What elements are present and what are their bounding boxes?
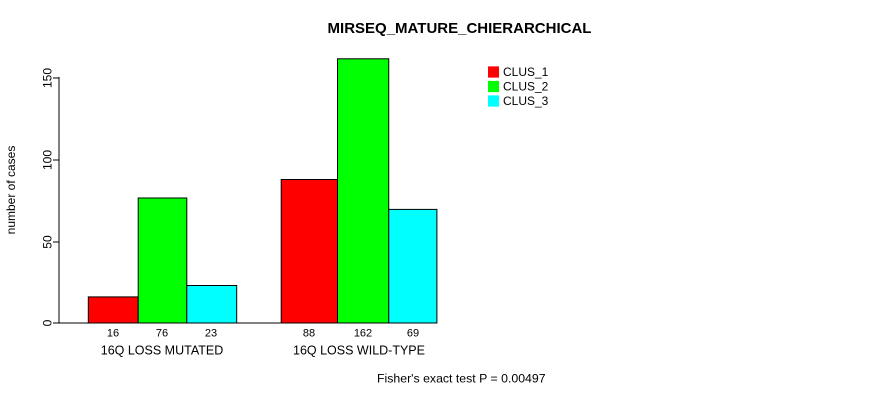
svg-text:100: 100 <box>41 150 55 170</box>
svg-text:23: 23 <box>205 328 217 340</box>
svg-text:CLUS_1: CLUS_1 <box>503 65 549 79</box>
svg-text:Fisher's exact test P = 0.0049: Fisher's exact test P = 0.00497 <box>377 372 546 386</box>
svg-text:162: 162 <box>354 328 372 340</box>
svg-text:76: 76 <box>156 328 168 340</box>
svg-text:CLUS_2: CLUS_2 <box>503 80 549 94</box>
svg-text:MIRSEQ_MATURE_CHIERARCHICAL: MIRSEQ_MATURE_CHIERARCHICAL <box>328 20 592 37</box>
svg-text:88: 88 <box>303 328 315 340</box>
svg-text:16: 16 <box>107 328 119 340</box>
svg-text:16Q LOSS WILD-TYPE: 16Q LOSS WILD-TYPE <box>293 344 425 358</box>
svg-text:16Q LOSS MUTATED: 16Q LOSS MUTATED <box>101 344 223 358</box>
svg-text:number of cases: number of cases <box>4 146 18 235</box>
svg-text:50: 50 <box>41 235 55 249</box>
svg-text:150: 150 <box>41 68 55 88</box>
svg-text:69: 69 <box>407 328 419 340</box>
svg-text:CLUS_3: CLUS_3 <box>503 94 549 108</box>
svg-text:0: 0 <box>41 319 55 326</box>
